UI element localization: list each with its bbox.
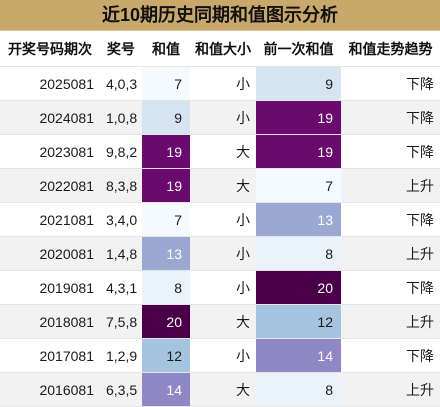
cell-period: 2024081 (0, 100, 100, 135)
table-row: 2021081 3,4,0 7 小 13 下降 (0, 202, 440, 237)
cell-size: 小 (190, 100, 256, 135)
cell-trend: 下降 (341, 100, 440, 135)
cell-trend: 上升 (341, 168, 440, 203)
cell-period: 2020081 (0, 236, 100, 271)
cell-period: 2016081 (0, 372, 100, 407)
table-row: 2022081 8,3,8 19 大 7 上升 (0, 168, 440, 203)
cell-prev-sum: 19 (256, 100, 341, 135)
cell-prev-sum: 13 (256, 202, 341, 237)
cell-numbers: 1,2,9 (100, 338, 142, 373)
cell-numbers: 4,3,1 (100, 270, 142, 305)
cell-trend: 下降 (341, 338, 440, 373)
cell-size: 大 (190, 168, 256, 203)
cell-size: 大 (190, 134, 256, 169)
cell-numbers: 4,0,3 (100, 66, 142, 101)
cell-numbers: 1,0,8 (100, 100, 142, 135)
cell-trend: 上升 (341, 236, 440, 271)
cell-sum: 13 (142, 236, 190, 271)
cell-period: 2017081 (0, 338, 100, 373)
cell-prev-sum: 12 (256, 304, 341, 339)
cell-sum: 9 (142, 100, 190, 135)
cell-trend: 下降 (341, 134, 440, 169)
cell-sum: 20 (142, 304, 190, 339)
cell-period: 2019081 (0, 270, 100, 305)
cell-sum: 19 (142, 168, 190, 203)
table-header-row: 开奖号码期次 奖号 和值 和值大小 前一次和值 和值走势趋势 (0, 31, 440, 67)
col-header-sum: 和值 (142, 31, 190, 67)
cell-sum: 7 (142, 202, 190, 237)
cell-size: 小 (190, 236, 256, 271)
table-row: 2018081 7,5,8 20 大 12 上升 (0, 304, 440, 339)
cell-sum: 12 (142, 338, 190, 373)
table-row: 2016081 6,3,5 14 大 8 上升 (0, 372, 440, 407)
col-header-prev-sum: 前一次和值 (256, 31, 341, 67)
cell-numbers: 7,5,8 (100, 304, 142, 339)
table-row: 2017081 1,2,9 12 小 14 下降 (0, 338, 440, 373)
cell-prev-sum: 20 (256, 270, 341, 305)
cell-size: 小 (190, 202, 256, 237)
cell-prev-sum: 9 (256, 66, 341, 101)
cell-sum: 7 (142, 66, 190, 101)
sum-analysis-table: 开奖号码期次 奖号 和值 和值大小 前一次和值 和值走势趋势 2025081 4,… (0, 31, 440, 407)
cell-sum: 14 (142, 372, 190, 407)
cell-trend: 下降 (341, 66, 440, 101)
cell-period: 2022081 (0, 168, 100, 203)
cell-period: 2025081 (0, 66, 100, 101)
cell-sum: 19 (142, 134, 190, 169)
table-row: 2023081 9,8,2 19 大 19 下降 (0, 134, 440, 169)
cell-numbers: 6,3,5 (100, 372, 142, 407)
cell-period: 2018081 (0, 304, 100, 339)
cell-prev-sum: 7 (256, 168, 341, 203)
cell-trend: 下降 (341, 270, 440, 305)
cell-prev-sum: 19 (256, 134, 341, 169)
cell-period: 2023081 (0, 134, 100, 169)
cell-numbers: 9,8,2 (100, 134, 142, 169)
cell-prev-sum: 8 (256, 372, 341, 407)
cell-prev-sum: 8 (256, 236, 341, 271)
table-row: 2025081 4,0,3 7 小 9 下降 (0, 66, 440, 101)
cell-size: 小 (190, 66, 256, 101)
cell-size: 大 (190, 304, 256, 339)
cell-trend: 下降 (341, 202, 440, 237)
cell-numbers: 8,3,8 (100, 168, 142, 203)
cell-size: 小 (190, 270, 256, 305)
col-header-numbers: 奖号 (100, 31, 142, 67)
page-title: 近10期历史同期和值图示分析 (0, 0, 440, 31)
cell-sum: 8 (142, 270, 190, 305)
cell-numbers: 3,4,0 (100, 202, 142, 237)
cell-period: 2021081 (0, 202, 100, 237)
cell-size: 大 (190, 372, 256, 407)
cell-trend: 上升 (341, 304, 440, 339)
col-header-size: 和值大小 (190, 31, 256, 67)
col-header-trend: 和值走势趋势 (341, 31, 440, 67)
cell-trend: 上升 (341, 372, 440, 407)
col-header-period: 开奖号码期次 (0, 31, 100, 67)
cell-prev-sum: 14 (256, 338, 341, 373)
cell-numbers: 1,4,8 (100, 236, 142, 271)
table-row: 2024081 1,0,8 9 小 19 下降 (0, 100, 440, 135)
table-row: 2020081 1,4,8 13 小 8 上升 (0, 236, 440, 271)
table-row: 2019081 4,3,1 8 小 20 下降 (0, 270, 440, 305)
cell-size: 小 (190, 338, 256, 373)
